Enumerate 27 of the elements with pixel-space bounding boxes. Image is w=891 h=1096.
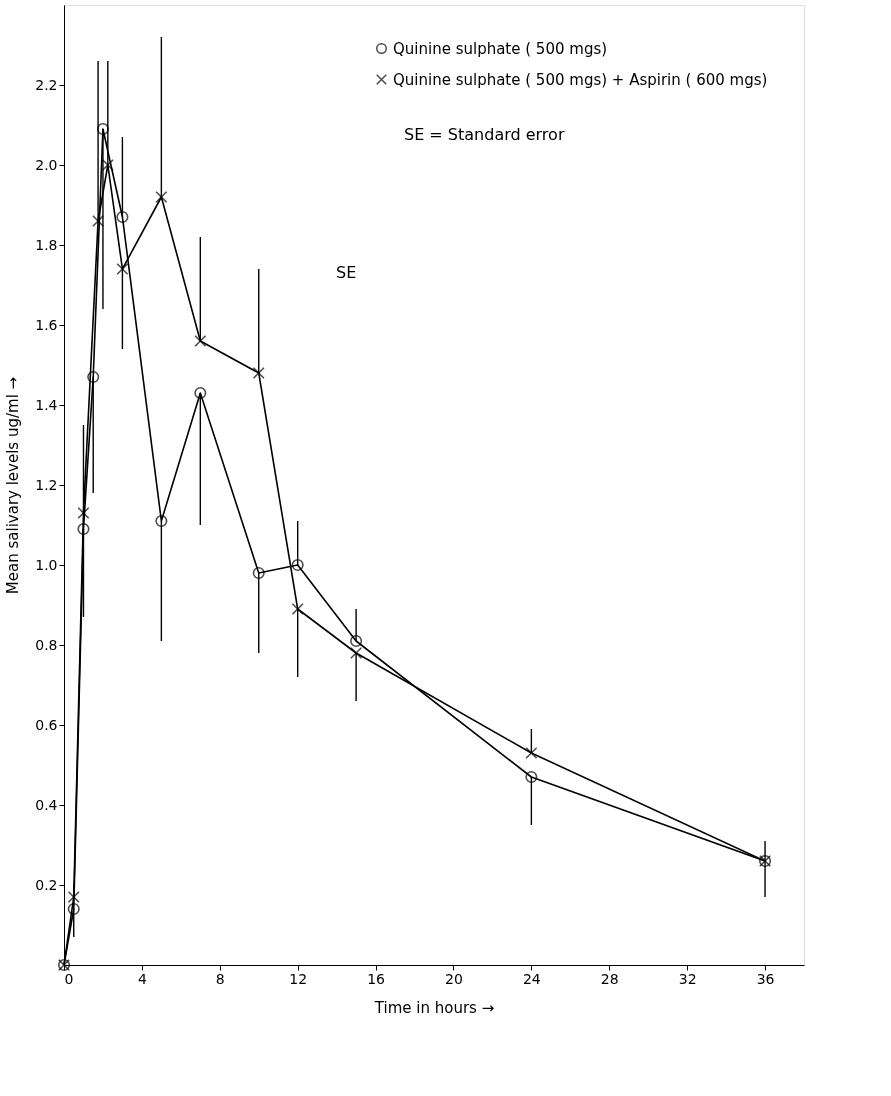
x-tick-label: 4 — [137, 970, 147, 987]
x-tick-label: 28 — [600, 970, 619, 987]
x-tick-label: 16 — [367, 970, 386, 987]
legend-label: Quinine sulphate ( 500 mgs) + Aspirin ( 600 mgs) — [393, 70, 768, 89]
x-tick-label: 24 — [522, 970, 541, 987]
y-tick-label: 0.2 — [35, 876, 58, 893]
y-tick-label: 1.6 — [35, 316, 58, 333]
y-tick-label: 0.6 — [35, 716, 58, 733]
x-tick-label: 12 — [289, 970, 308, 987]
y-tick-label: 1.2 — [35, 476, 58, 493]
y-tick-label: 1.8 — [35, 236, 58, 253]
y-tick-label: 2.2 — [35, 76, 58, 93]
y-tick-label: 1.4 — [35, 396, 58, 413]
legend-label: Quinine sulphate ( 500 mgs) — [393, 39, 608, 58]
y-axis-title: Mean salivary levels ug/ml → — [4, 376, 23, 595]
annotation: SE = Standard error — [404, 125, 565, 144]
y-tick-label: 2.0 — [35, 156, 58, 173]
y-tick-label: 0.4 — [35, 796, 58, 813]
annotation: SE — [336, 263, 357, 282]
y-tick-label: 0.8 — [35, 636, 58, 653]
x-tick-label: 20 — [445, 970, 463, 987]
x-tick-label: 32 — [678, 970, 697, 987]
x-axis-title: Time in hours → — [373, 998, 495, 1017]
y-tick-label: 1.0 — [35, 556, 58, 573]
x-tick-label: 36 — [756, 970, 775, 987]
x-tick-label: 8 — [215, 970, 225, 987]
x-tick-label: 0 — [64, 970, 74, 987]
